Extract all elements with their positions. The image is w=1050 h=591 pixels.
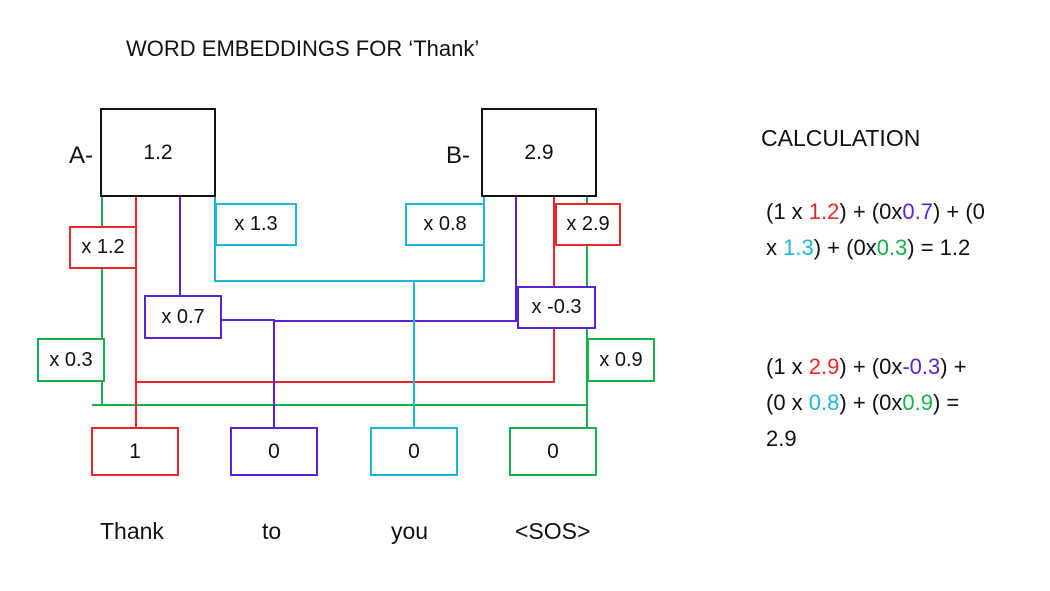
equation-term: ) + (0x: [839, 199, 903, 224]
equation-term: 1.3: [783, 235, 814, 260]
equation-a: (1 x 1.2) + (0x0.7) + (0 x 1.3) + (0x0.3…: [766, 194, 985, 266]
input-you-box: 0: [370, 427, 458, 476]
node-b-box: 2.9: [481, 108, 597, 197]
equation-term: 1.2: [808, 199, 840, 224]
equation-a-line-2: x 1.3) + (0x0.3) = 1.2: [766, 230, 985, 266]
equation-term: 0.9: [902, 390, 933, 415]
weight-a-sos: x 0.3: [37, 338, 105, 382]
equation-term: ) =: [932, 390, 960, 415]
node-a-box: 1.2: [100, 108, 216, 197]
equation-term: 2.9: [766, 426, 797, 451]
equation-term: ) + (0: [932, 199, 985, 224]
node-a-value: 1.2: [143, 140, 173, 164]
weight-b-sos: x 0.9: [587, 338, 655, 382]
equation-term: (0 x: [766, 390, 809, 415]
equation-a-line-1: (1 x 1.2) + (0x0.7) + (0: [766, 194, 985, 230]
weight-a-to: x 0.7: [144, 295, 222, 339]
weight-a-you: x 1.3: [215, 203, 297, 246]
equation-term: ) + (0x: [813, 235, 877, 260]
equation-term: 0.3: [876, 235, 908, 260]
node-b-value: 2.9: [524, 140, 554, 164]
weight-b-to: x -0.3: [517, 286, 596, 329]
input-thank-box: 1: [91, 427, 179, 476]
wire-b-thank: [136, 196, 555, 383]
weight-b-you: x 0.8: [405, 203, 485, 246]
node-a-label: A-: [69, 142, 93, 169]
weight-a-thank: x 1.2: [69, 226, 137, 269]
equation-b-line-1: (1 x 2.9) + (0x-0.3) +: [766, 349, 967, 385]
equation-b: (1 x 2.9) + (0x-0.3) + (0 x 0.8) + (0x0.…: [766, 349, 967, 457]
diagram-title: WORD EMBEDDINGS FOR ‘Thank’: [126, 36, 480, 61]
equation-term: ) + (0x: [839, 390, 903, 415]
calculation-heading: CALCULATION: [761, 125, 921, 151]
input-sos-box: 0: [509, 427, 597, 476]
equation-term: -0.3: [902, 354, 941, 379]
equation-term: (1 x: [766, 354, 809, 379]
equation-b-line-3: 2.9: [766, 421, 967, 457]
wire-b-to: [274, 196, 517, 322]
word-thank: Thank: [100, 518, 164, 544]
word-you: you: [391, 518, 429, 544]
equation-term: ) +: [940, 354, 967, 379]
wire-to-join: [222, 319, 275, 428]
equation-term: ) + (0x: [839, 354, 903, 379]
equation-term: 0.8: [808, 390, 840, 415]
input-to-box: 0: [230, 427, 318, 476]
equation-term: 0.7: [902, 199, 933, 224]
word-to: to: [262, 518, 282, 544]
equation-term: ) = 1.2: [907, 235, 971, 260]
node-b-label: B-: [446, 142, 470, 169]
weight-b-thank: x 2.9: [555, 203, 621, 246]
equation-term: (1 x: [766, 199, 809, 224]
equation-b-line-2: (0 x 0.8) + (0x0.9) =: [766, 385, 967, 421]
equation-term: 2.9: [808, 354, 840, 379]
word-sos: <SOS>: [515, 518, 591, 544]
equation-term: x: [766, 235, 784, 260]
